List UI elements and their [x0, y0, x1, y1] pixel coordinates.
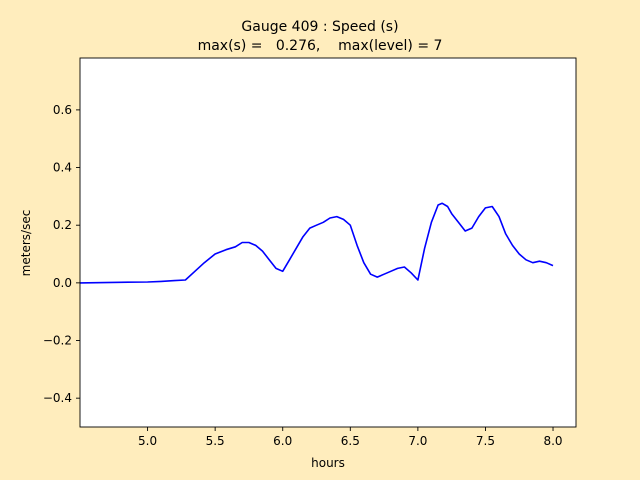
plot-area: [80, 58, 576, 427]
x-tick-label: 8.0: [543, 434, 562, 448]
y-axis-ticks: −0.4 −0.2 0.0 0.2 0.4 0.6: [43, 103, 80, 405]
y-tick-label: 0.0: [53, 276, 72, 290]
y-axis-label: meters/sec: [19, 210, 33, 277]
x-tick-label: 5.5: [206, 434, 225, 448]
plot-frame: [79, 57, 577, 428]
y-tick-label: 0.6: [53, 103, 72, 117]
x-axis-label: hours: [311, 456, 345, 470]
x-tick-label: 7.5: [476, 434, 495, 448]
chart-title-line2: max(s) = 0.276, max(level) = 7: [198, 38, 443, 54]
x-tick-label: 5.0: [138, 434, 157, 448]
x-tick-label: 6.0: [273, 434, 292, 448]
x-tick-label: 6.5: [341, 434, 360, 448]
chart-title-line1: Gauge 409 : Speed (s): [241, 19, 398, 35]
y-tick-label: −0.4: [43, 391, 72, 405]
y-tick-label: 0.2: [53, 218, 72, 232]
x-axis-ticks: 5.0 5.5 6.0 6.5 7.0 7.5 8.0: [138, 427, 563, 448]
x-tick-label: 7.0: [408, 434, 427, 448]
series-line-speed: [79, 202, 554, 284]
y-tick-label: −0.2: [43, 334, 72, 348]
y-tick-label: 0.4: [53, 161, 72, 175]
